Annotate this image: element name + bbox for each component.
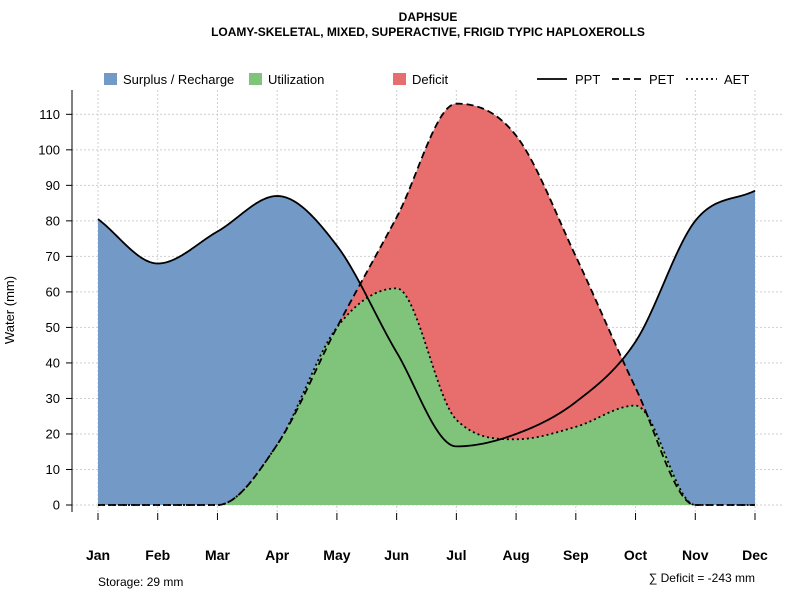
deficit-area xyxy=(98,103,755,505)
legend-label-surplus: Surplus / Recharge xyxy=(123,72,234,87)
utilization-area xyxy=(98,288,755,505)
aet-line xyxy=(98,287,755,506)
legend-swatch-utilization xyxy=(249,73,262,85)
y-tick-label-2: 20 xyxy=(46,426,60,441)
y-tick-label-9: 90 xyxy=(46,178,60,193)
ppt-line xyxy=(97,189,756,448)
legend: Surplus / Recharge Utilization Deficit P… xyxy=(104,72,749,87)
deficit-annotation: ∑ Deficit = -243 mm xyxy=(649,571,755,585)
area-fills xyxy=(98,103,755,505)
y-tick-label-5: 50 xyxy=(46,320,60,335)
y-tick-label-1: 10 xyxy=(46,462,60,477)
storage-annotation: Storage: 29 mm xyxy=(98,575,183,589)
y-tick-label-7: 70 xyxy=(46,249,60,264)
y-tick-label-3: 30 xyxy=(46,391,60,406)
x-tick-label-11: Dec xyxy=(742,547,768,563)
legend-label-utilization: Utilization xyxy=(268,72,324,87)
legend-swatch-surplus xyxy=(104,73,117,85)
y-axis-title: Water (mm) xyxy=(2,276,17,344)
x-tick-label-2: Mar xyxy=(205,547,230,563)
x-tick-label-7: Aug xyxy=(502,547,529,563)
x-tick-label-4: May xyxy=(323,547,350,563)
legend-label-pet: PET xyxy=(649,72,674,87)
x-tick-label-9: Oct xyxy=(624,547,648,563)
legend-label-aet: AET xyxy=(724,72,749,87)
x-tick-label-8: Sep xyxy=(563,547,589,563)
x-tick-label-1: Feb xyxy=(145,547,170,563)
x-ticks: Jan Feb Mar Apr May Jun Jul Aug Sep Oct Nov Dec xyxy=(86,513,768,563)
y-tick-label-11: 110 xyxy=(39,107,60,122)
x-tick-label-5: Jun xyxy=(384,547,409,563)
x-tick-label-3: Apr xyxy=(265,547,290,563)
x-tick-label-10: Nov xyxy=(682,547,709,563)
chart-title: DAPHSUE xyxy=(399,10,458,24)
y-tick-label-10: 100 xyxy=(38,142,60,157)
legend-label-ppt: PPT xyxy=(575,72,600,87)
y-tick-label-4: 40 xyxy=(46,355,60,370)
y-tick-label-8: 80 xyxy=(46,213,60,228)
chart-subtitle: LOAMY-SKELETAL, MIXED, SUPERACTIVE, FRIG… xyxy=(211,25,645,39)
y-tick-label-0: 0 xyxy=(53,498,60,513)
x-tick-label-0: Jan xyxy=(86,547,110,563)
x-tick-label-6: Jul xyxy=(446,547,466,563)
pet-line xyxy=(98,102,755,506)
series-lines xyxy=(97,102,756,506)
legend-label-deficit: Deficit xyxy=(412,72,449,87)
legend-swatch-deficit xyxy=(393,73,406,85)
y-tick-label-6: 60 xyxy=(46,284,60,299)
y-ticks: 0 10 20 30 40 50 60 70 80 90 100 110 xyxy=(38,107,72,513)
